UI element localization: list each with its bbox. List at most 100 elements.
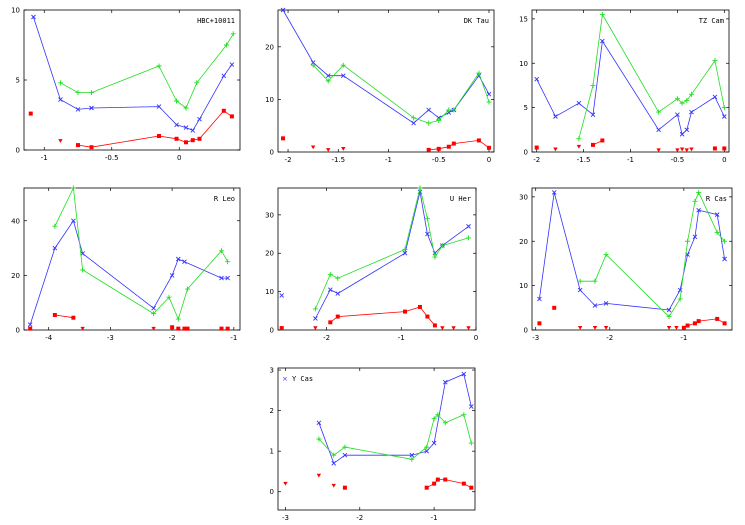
data-point-square — [52, 312, 57, 317]
data-point-square — [89, 145, 94, 150]
data-point-plus — [432, 254, 438, 260]
x-tick-label: -4 — [45, 334, 53, 342]
data-point-square — [335, 314, 340, 319]
y-tick-label: 3 — [270, 367, 274, 375]
series-line-blue — [318, 373, 472, 464]
y-tick-label: 0 — [270, 327, 274, 335]
series-blue — [27, 218, 230, 327]
chart-title: R Cas — [706, 195, 727, 203]
data-point-upper-limit — [577, 325, 583, 330]
series-line-blue — [536, 39, 725, 136]
x-tick-label: -1 — [680, 334, 687, 342]
data-point-square — [185, 326, 190, 331]
data-point-plus — [677, 296, 683, 302]
data-point-plus — [75, 90, 81, 96]
series-line-red — [54, 314, 74, 319]
panel-u-her: -2 -1 0 0 10 20 30 U Her — [265, 185, 478, 342]
data-point-plus — [599, 11, 605, 17]
data-point-plus — [327, 271, 333, 277]
series-red — [426, 138, 491, 152]
series-blue — [313, 189, 471, 321]
data-point-plus — [230, 31, 236, 37]
data-point-upper-limit — [592, 325, 598, 330]
data-point-x — [58, 97, 63, 102]
data-point-upper-limit — [466, 326, 471, 331]
data-point-plus — [183, 105, 189, 111]
data-point-plus — [316, 436, 322, 442]
data-point-x — [310, 60, 316, 65]
data-point-upper-limit — [451, 326, 456, 331]
data-point-plus — [603, 252, 609, 258]
data-point-plus — [185, 286, 191, 292]
y-tick-label: 0 — [16, 327, 20, 335]
x-tick-label: -1.5 — [331, 156, 345, 164]
data-point-square — [712, 146, 717, 151]
data-point-x — [714, 212, 720, 217]
x-tick-label: -3 — [282, 514, 289, 522]
data-point-x — [600, 38, 605, 44]
series-line-blue — [33, 16, 233, 131]
data-point-square — [417, 304, 422, 309]
data-point-square — [692, 321, 697, 326]
data-point-x — [174, 122, 179, 128]
plot-frame — [277, 9, 495, 153]
legend-title: × Y Cas — [282, 375, 313, 383]
series-line-red — [77, 110, 233, 148]
y-tick-label: 20 — [11, 272, 20, 280]
series-red — [76, 108, 234, 150]
data-point-plus — [335, 275, 341, 281]
y-tick-label: 20 — [519, 238, 528, 246]
data-point-plus — [439, 243, 445, 249]
data-point-plus — [592, 278, 598, 284]
data-point-x — [402, 250, 408, 256]
data-point-upper-limit — [151, 326, 156, 331]
data-point-plus — [310, 62, 316, 68]
data-point-x — [340, 73, 346, 79]
x-tick-label: -1 — [41, 154, 48, 162]
y-tick-label: 1 — [270, 448, 274, 456]
data-point-plus — [679, 100, 685, 106]
data-point-x — [89, 105, 94, 111]
data-point-x — [689, 109, 694, 115]
data-point-x — [327, 287, 333, 293]
data-point-square — [446, 144, 451, 149]
data-point-x — [692, 234, 698, 240]
data-point-x — [656, 127, 661, 133]
data-point-x — [31, 14, 36, 20]
data-point-square — [71, 315, 76, 320]
data-point-x — [486, 91, 492, 97]
data-point-upper-limit — [576, 144, 582, 149]
series-red-upper-limit — [58, 139, 63, 143]
data-point-x — [331, 461, 337, 466]
data-point-plus — [442, 420, 448, 426]
panel-y-cas: -3 -2 -1 0 1 2 3 × Y Cas — [270, 367, 476, 522]
x-tick-label: 0 — [474, 334, 478, 342]
data-point-plus — [52, 223, 58, 229]
data-point-square — [28, 111, 33, 116]
data-point-x — [279, 293, 285, 298]
data-point-plus — [714, 229, 720, 235]
data-point-plus — [436, 117, 442, 123]
series-green — [312, 185, 472, 312]
series-line-green — [315, 187, 469, 310]
data-point-upper-limit — [331, 483, 336, 488]
data-point-plus — [684, 98, 690, 104]
series-blue-isolated — [279, 293, 285, 298]
data-point-square — [157, 134, 161, 138]
series-line-blue — [539, 192, 725, 311]
series-red — [424, 477, 474, 490]
data-point-square — [190, 138, 195, 143]
data-point-upper-limit — [283, 481, 288, 486]
data-point-square — [184, 140, 188, 145]
data-point-square — [443, 477, 448, 482]
series-red — [52, 312, 76, 320]
y-tick-label: 0 — [524, 327, 528, 335]
chart-title: U Her — [450, 195, 471, 203]
data-point-square — [432, 323, 437, 328]
chart-title: DK Tau — [464, 17, 489, 25]
data-point-x — [71, 218, 76, 224]
series-blue — [316, 371, 474, 466]
data-point-square — [685, 323, 690, 328]
y-tick-label: 10 — [519, 282, 528, 290]
data-point-plus — [340, 62, 346, 68]
